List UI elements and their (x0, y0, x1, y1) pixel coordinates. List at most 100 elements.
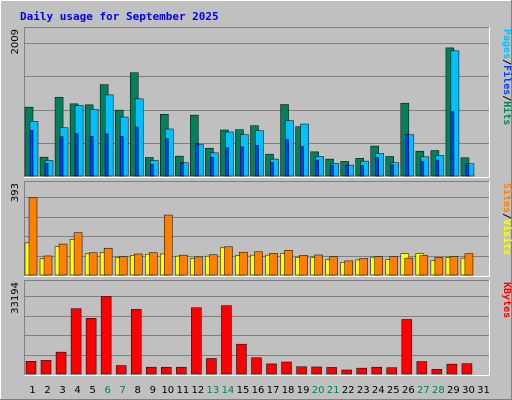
bar-sites-day-9 (149, 252, 158, 276)
x-tick-day-8: 8 (135, 385, 141, 396)
bar-files-day-29 (450, 111, 455, 177)
bar-sites-day-27 (419, 255, 429, 276)
bar-files-day-25 (390, 164, 395, 177)
bar-kbytes-day-28 (431, 369, 443, 375)
bar-files-day-6 (104, 133, 109, 177)
x-tick-day-9: 9 (150, 385, 156, 396)
right-label-part-1: / (501, 213, 512, 219)
x-tick-day-5: 5 (89, 385, 95, 396)
bar-kbytes-day-8 (130, 309, 142, 375)
bar-kbytes-day-7 (115, 365, 127, 375)
bar-sites-day-10 (164, 214, 173, 276)
bar-kbytes-day-10 (161, 366, 172, 375)
bar-files-day-24 (375, 157, 379, 177)
bar-files-day-11 (180, 163, 184, 177)
bar-kbytes-day-24 (371, 366, 382, 375)
bar-kbytes-day-13 (206, 358, 217, 375)
bar-files-day-9 (150, 164, 154, 177)
bar-files-day-3 (59, 136, 64, 177)
bar-files-day-5 (89, 136, 94, 177)
bar-files-day-28 (435, 159, 440, 177)
bar-sites-day-19 (299, 255, 308, 276)
x-tick-day-6: 6 (104, 385, 110, 396)
x-tick-day-21: 21 (327, 385, 340, 396)
x-tick-day-1: 1 (29, 385, 35, 396)
bar-sites-day-12 (194, 256, 203, 276)
bar-kbytes-day-1 (25, 361, 37, 375)
bar-files-day-13 (210, 156, 214, 177)
bar-kbytes-day-25 (386, 367, 398, 375)
bar-files-day-20 (315, 159, 319, 177)
right-series-label: KBytes (501, 282, 512, 318)
bar-sites-day-30 (464, 253, 474, 276)
chart-title: Daily usage for September 2025 (20, 10, 219, 23)
x-tick-day-28: 28 (432, 385, 445, 396)
bar-sites-day-8 (133, 253, 143, 276)
bar-sites-day-7 (118, 256, 128, 276)
bar-kbytes-day-11 (176, 366, 187, 375)
bar-files-day-16 (255, 144, 259, 177)
bar-sites-day-17 (269, 253, 278, 276)
right-series-label: Pages/Files/Hits (501, 29, 512, 125)
bar-files-day-2 (44, 163, 49, 177)
bar-kbytes-day-23 (356, 367, 367, 375)
bar-kbytes-day-14 (221, 305, 232, 375)
bar-files-day-18 (285, 139, 289, 177)
x-tick-day-18: 18 (282, 385, 295, 396)
bar-kbytes-day-15 (236, 343, 247, 375)
bar-kbytes-day-21 (326, 367, 337, 375)
bar-files-day-30 (465, 164, 470, 177)
x-tick-day-30: 30 (462, 385, 475, 396)
bar-kbytes-day-3 (55, 351, 67, 375)
x-tick-day-27: 27 (417, 385, 430, 396)
x-tick-day-22: 22 (342, 385, 355, 396)
bar-files-day-26 (405, 134, 410, 177)
bar-files-day-21 (330, 164, 334, 177)
bar-files-day-23 (360, 165, 364, 177)
x-tick-day-11: 11 (176, 385, 189, 396)
bar-kbytes-day-4 (70, 308, 82, 375)
bar-files-day-10 (165, 138, 169, 177)
y-max-label: 393 (10, 183, 21, 202)
x-tick-day-12: 12 (192, 385, 205, 396)
x-tick-day-25: 25 (387, 385, 400, 396)
bar-sites-day-23 (359, 258, 368, 276)
bar-files-day-1 (29, 130, 34, 177)
bar-kbytes-day-22 (341, 369, 352, 375)
bar-files-day-7 (119, 136, 124, 177)
x-tick-day-17: 17 (267, 385, 280, 396)
right-label-part-2: Visits (501, 219, 512, 255)
bar-kbytes-day-16 (251, 357, 262, 375)
bar-files-day-12 (195, 142, 199, 177)
x-tick-day-19: 19 (297, 385, 310, 396)
bar-sites-day-2 (43, 255, 53, 276)
panel-hits-files-pages: 2009 Pages/Files/Hits (10, 27, 512, 178)
x-tick-day-10: 10 (161, 385, 174, 396)
bar-kbytes-day-2 (40, 360, 52, 375)
bar-sites-day-25 (389, 256, 399, 276)
bar-kbytes-day-17 (266, 363, 277, 375)
right-label-part-1: / (501, 59, 512, 65)
bar-kbytes-day-6 (100, 296, 112, 375)
bar-sites-day-29 (449, 256, 459, 276)
bar-kbytes-day-19 (296, 366, 307, 375)
bar-files-day-15 (240, 146, 244, 177)
bar-sites-day-20 (314, 254, 323, 276)
y-max-label: 33194 (10, 282, 21, 314)
bar-kbytes-day-20 (311, 366, 322, 375)
x-tick-day-29: 29 (447, 385, 460, 396)
panel-kbytes: 33194 KBytes (10, 280, 512, 376)
x-tick-day-20: 20 (312, 385, 325, 396)
x-tick-day-26: 26 (402, 385, 415, 396)
x-tick-day-7: 7 (120, 385, 126, 396)
bar-kbytes-day-26 (401, 319, 413, 375)
right-label-part-4: Hits (501, 101, 512, 125)
x-tick-day-24: 24 (372, 385, 385, 396)
bar-kbytes-day-30 (461, 363, 473, 375)
bar-sites-day-21 (329, 256, 338, 276)
bar-files-day-27 (420, 161, 425, 177)
bar-files-day-8 (134, 126, 139, 177)
